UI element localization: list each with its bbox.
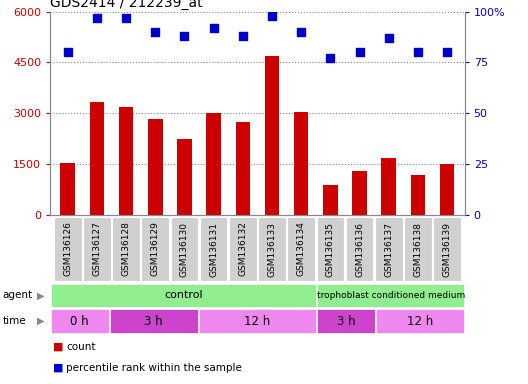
FancyBboxPatch shape: [346, 217, 373, 281]
Text: GSM136126: GSM136126: [63, 222, 72, 276]
FancyBboxPatch shape: [258, 217, 286, 281]
FancyBboxPatch shape: [142, 217, 169, 281]
Text: ▶: ▶: [37, 316, 45, 326]
Point: [414, 49, 422, 55]
FancyBboxPatch shape: [171, 217, 199, 281]
Point: [384, 35, 393, 41]
Text: 12 h: 12 h: [407, 315, 433, 328]
FancyBboxPatch shape: [112, 217, 140, 281]
Point: [355, 49, 364, 55]
Point: [443, 49, 451, 55]
Text: GSM136138: GSM136138: [413, 222, 422, 276]
FancyBboxPatch shape: [317, 310, 375, 333]
Bar: [206, 114, 221, 215]
FancyBboxPatch shape: [376, 310, 464, 333]
Point: [180, 33, 188, 39]
Bar: [119, 107, 134, 215]
Text: agent: agent: [3, 290, 33, 301]
Text: 12 h: 12 h: [244, 315, 270, 328]
Text: time: time: [3, 316, 26, 326]
FancyBboxPatch shape: [287, 217, 315, 281]
Text: GSM136132: GSM136132: [238, 222, 247, 276]
Point: [122, 15, 130, 21]
Text: GSM136130: GSM136130: [180, 222, 189, 276]
Text: GSM136139: GSM136139: [442, 222, 451, 276]
Text: GSM136137: GSM136137: [384, 222, 393, 276]
FancyBboxPatch shape: [54, 217, 81, 281]
Text: GSM136134: GSM136134: [297, 222, 306, 276]
FancyBboxPatch shape: [199, 310, 316, 333]
Text: GSM136135: GSM136135: [326, 222, 335, 276]
FancyBboxPatch shape: [200, 217, 228, 281]
FancyBboxPatch shape: [51, 284, 316, 307]
Bar: [323, 185, 338, 215]
Bar: [60, 163, 75, 215]
Bar: [440, 164, 455, 215]
Text: trophoblast conditioned medium: trophoblast conditioned medium: [316, 291, 465, 300]
Point: [151, 29, 159, 35]
Point: [239, 33, 247, 39]
Text: 3 h: 3 h: [337, 315, 355, 328]
Bar: [294, 112, 308, 215]
Point: [92, 15, 101, 21]
Text: ■: ■: [53, 362, 63, 373]
Point: [63, 49, 72, 55]
Text: GSM136128: GSM136128: [121, 222, 130, 276]
Text: control: control: [164, 290, 203, 301]
FancyBboxPatch shape: [110, 310, 197, 333]
Bar: [90, 102, 104, 215]
Bar: [235, 122, 250, 215]
Point: [326, 55, 335, 61]
Bar: [265, 56, 279, 215]
Text: GSM136131: GSM136131: [209, 222, 218, 276]
FancyBboxPatch shape: [433, 217, 461, 281]
FancyBboxPatch shape: [375, 217, 403, 281]
Text: GSM136133: GSM136133: [268, 222, 277, 276]
Bar: [148, 119, 163, 215]
FancyBboxPatch shape: [317, 284, 464, 307]
Text: GSM136129: GSM136129: [150, 222, 160, 276]
Text: ▶: ▶: [37, 290, 45, 301]
Text: 0 h: 0 h: [70, 315, 89, 328]
Point: [210, 25, 218, 31]
Text: GSM136127: GSM136127: [92, 222, 101, 276]
Bar: [352, 171, 367, 215]
FancyBboxPatch shape: [404, 217, 432, 281]
Text: count: count: [66, 341, 96, 352]
Point: [268, 13, 276, 19]
Bar: [381, 158, 396, 215]
Bar: [177, 139, 192, 215]
Bar: [411, 175, 425, 215]
FancyBboxPatch shape: [316, 217, 344, 281]
Text: GSM136136: GSM136136: [355, 222, 364, 276]
FancyBboxPatch shape: [51, 310, 109, 333]
Text: ■: ■: [53, 341, 63, 352]
Text: 3 h: 3 h: [145, 315, 163, 328]
Point: [297, 29, 305, 35]
Text: GDS2414 / 212239_at: GDS2414 / 212239_at: [50, 0, 203, 10]
FancyBboxPatch shape: [229, 217, 257, 281]
Text: percentile rank within the sample: percentile rank within the sample: [66, 362, 242, 373]
FancyBboxPatch shape: [83, 217, 111, 281]
